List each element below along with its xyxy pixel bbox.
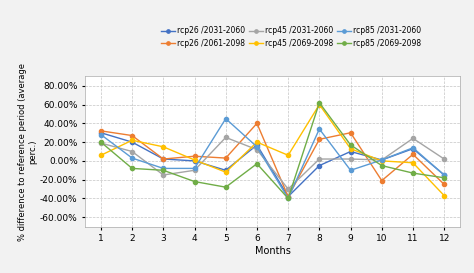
rcp85 /2031-2060	[98, 133, 104, 136]
rcp45 /2069-2098	[191, 158, 197, 162]
rcp26 /2031-2060	[191, 159, 197, 162]
rcp45 /2069-2098	[285, 154, 291, 157]
rcp45 /2069-2098	[317, 103, 322, 106]
rcp26 /2061-2098	[348, 131, 354, 134]
rcp26 /2031-2060	[379, 158, 384, 162]
Legend: rcp26 /2031-2060, rcp26 /2061-2098, rcp45 /2031-2060, rcp45 /2069-2098, rcp85 /2: rcp26 /2031-2060, rcp26 /2061-2098, rcp4…	[158, 23, 424, 51]
rcp85 /2031-2060	[410, 146, 416, 149]
rcp85 /2031-2060	[317, 127, 322, 131]
rcp45 /2069-2098	[98, 154, 104, 157]
rcp45 /2069-2098	[254, 141, 260, 144]
rcp26 /2061-2098	[410, 153, 416, 156]
rcp85 /2031-2060	[191, 167, 197, 170]
Y-axis label: % difference to reference period (average
perc.): % difference to reference period (averag…	[18, 63, 37, 241]
rcp85 /2031-2060	[254, 145, 260, 149]
rcp45 /2069-2098	[348, 147, 354, 150]
rcp26 /2061-2098	[161, 157, 166, 161]
rcp26 /2031-2060	[285, 195, 291, 198]
X-axis label: Months: Months	[255, 246, 291, 256]
rcp26 /2031-2060	[410, 147, 416, 150]
rcp45 /2031-2060	[441, 157, 447, 161]
rcp45 /2031-2060	[98, 141, 104, 145]
rcp85 /2069-2098	[191, 180, 197, 183]
rcp26 /2031-2060	[161, 157, 166, 161]
Line: rcp45 /2069-2098: rcp45 /2069-2098	[99, 102, 446, 198]
rcp45 /2031-2060	[317, 157, 322, 161]
rcp85 /2031-2060	[441, 173, 447, 177]
rcp45 /2031-2060	[379, 158, 384, 162]
rcp85 /2069-2098	[410, 171, 416, 175]
rcp26 /2031-2060	[98, 131, 104, 134]
rcp45 /2069-2098	[410, 161, 416, 164]
Line: rcp45 /2031-2060: rcp45 /2031-2060	[99, 135, 446, 191]
rcp45 /2031-2060	[254, 148, 260, 151]
rcp26 /2031-2060	[223, 169, 228, 172]
rcp85 /2031-2060	[223, 117, 228, 120]
rcp26 /2061-2098	[379, 179, 384, 182]
rcp85 /2031-2060	[285, 197, 291, 200]
Line: rcp85 /2031-2060: rcp85 /2031-2060	[99, 117, 446, 201]
rcp26 /2061-2098	[317, 138, 322, 141]
rcp45 /2031-2060	[285, 188, 291, 191]
rcp45 /2069-2098	[441, 194, 447, 197]
rcp26 /2061-2098	[223, 156, 228, 160]
rcp45 /2031-2060	[348, 157, 354, 161]
rcp45 /2069-2098	[379, 159, 384, 162]
rcp45 /2031-2060	[161, 173, 166, 177]
rcp85 /2069-2098	[379, 164, 384, 167]
rcp45 /2069-2098	[223, 171, 228, 174]
rcp26 /2031-2060	[254, 143, 260, 147]
rcp85 /2069-2098	[441, 176, 447, 179]
Line: rcp85 /2069-2098: rcp85 /2069-2098	[99, 101, 446, 201]
rcp85 /2069-2098	[285, 197, 291, 200]
rcp45 /2069-2098	[161, 145, 166, 149]
rcp26 /2031-2060	[317, 164, 322, 167]
rcp26 /2061-2098	[129, 134, 135, 137]
rcp26 /2031-2060	[348, 150, 354, 153]
rcp45 /2031-2060	[410, 137, 416, 140]
rcp26 /2061-2098	[98, 129, 104, 132]
rcp45 /2069-2098	[129, 139, 135, 142]
rcp26 /2031-2060	[129, 141, 135, 144]
rcp85 /2031-2060	[348, 169, 354, 172]
rcp26 /2061-2098	[285, 195, 291, 198]
rcp85 /2069-2098	[317, 101, 322, 104]
rcp85 /2069-2098	[348, 143, 354, 147]
rcp26 /2061-2098	[254, 122, 260, 125]
rcp26 /2031-2060	[441, 173, 447, 177]
rcp85 /2031-2060	[379, 158, 384, 162]
rcp85 /2031-2060	[129, 156, 135, 160]
rcp85 /2069-2098	[223, 186, 228, 189]
rcp85 /2069-2098	[161, 169, 166, 172]
rcp85 /2069-2098	[254, 162, 260, 165]
rcp45 /2031-2060	[191, 169, 197, 172]
rcp26 /2061-2098	[191, 155, 197, 158]
rcp85 /2031-2060	[161, 167, 166, 170]
rcp85 /2069-2098	[98, 141, 104, 144]
rcp85 /2069-2098	[129, 167, 135, 170]
rcp26 /2061-2098	[441, 183, 447, 186]
rcp45 /2031-2060	[129, 150, 135, 153]
Line: rcp26 /2061-2098: rcp26 /2061-2098	[99, 121, 446, 199]
Line: rcp26 /2031-2060: rcp26 /2031-2060	[99, 131, 446, 199]
rcp45 /2031-2060	[223, 136, 228, 139]
